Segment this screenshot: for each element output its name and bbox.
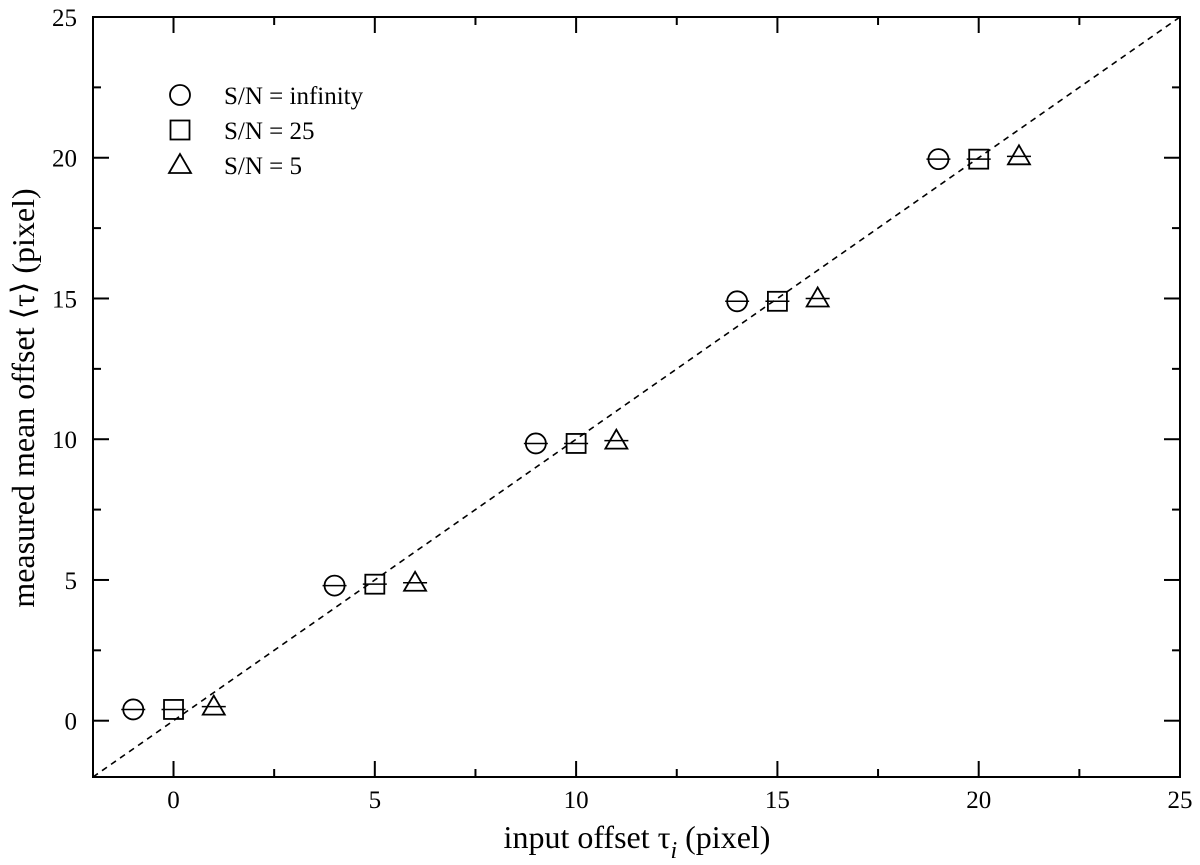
tick-layer: 0 5 10 15 20 25 0 5 10 15 20 25 [52,5,1193,814]
data-point [966,148,991,170]
marker-layer [121,143,1032,721]
data-point [725,290,750,313]
x-tick-label: 10 [564,787,589,814]
reference-line [92,16,1181,778]
x-axis-label-suffix: (pixel) [677,819,770,855]
data-point [926,148,951,171]
x-axis-label-subscript: i [670,838,677,864]
square-marker [169,119,191,141]
data-point [161,699,186,720]
x-tick-label: 25 [1168,787,1193,814]
legend-label: S/N = 5 [224,153,302,180]
x-axis-label: input offset τi (pixel) [504,819,771,864]
y-tick-label: 20 [52,146,77,173]
data-point [523,432,548,455]
y-tick-label: 15 [52,286,77,313]
x-tick-label: 5 [369,787,382,814]
legend-label: S/N = 25 [224,118,315,145]
triangle-marker [603,427,629,450]
y-tick-label: 10 [52,427,77,454]
data-point [603,427,629,450]
data-point [564,433,589,454]
legend-marker [167,152,193,174]
data-point [805,285,831,308]
reference-line-layer [92,16,1181,778]
data-point [121,698,146,721]
legend: S/N = infinity S/N = 25 S/N = 5 [167,83,364,180]
data-point [402,569,428,592]
plot-frame [92,16,1181,778]
circle-marker [169,84,191,106]
triangle-marker [402,569,428,592]
triangle-marker [167,152,193,174]
legend-label: S/N = infinity [224,83,364,110]
data-point [362,573,387,595]
y-tick-label: 25 [52,5,77,32]
triangle-marker [1006,143,1032,166]
data-point [201,693,227,716]
data-point [322,574,347,597]
data-point [1006,143,1032,166]
triangle-marker [805,285,831,308]
x-tick-label: 0 [167,787,180,814]
triangle-marker [201,693,227,716]
x-tick-label: 20 [966,787,991,814]
legend-marker [169,84,191,106]
x-tick-label: 15 [765,787,790,814]
y-tick-label: 5 [65,568,78,595]
x-axis-label-main: input offset τ [504,819,671,855]
data-point [765,290,790,312]
legend-marker [169,119,191,141]
y-axis-label: measured mean offset ⟨τ⟩ (pixel) [5,188,41,607]
y-tick-label: 0 [65,709,78,736]
